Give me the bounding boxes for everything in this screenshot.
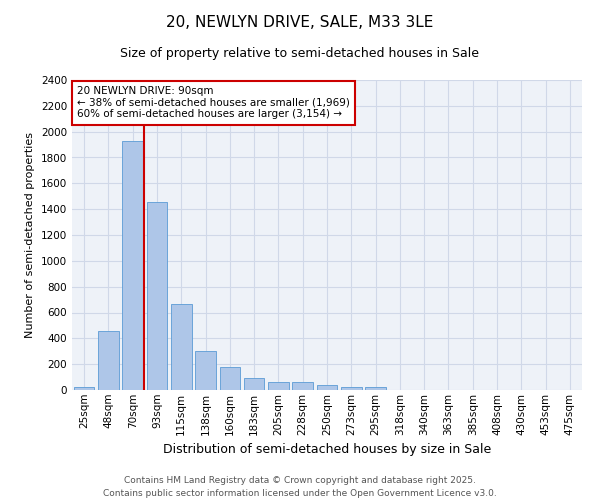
Bar [171,304,191,390]
Bar [98,331,119,390]
Y-axis label: Number of semi-detached properties: Number of semi-detached properties [25,132,35,338]
Bar [146,202,167,390]
Bar [365,388,386,390]
Bar [220,368,240,390]
X-axis label: Distribution of semi-detached houses by size in Sale: Distribution of semi-detached houses by … [163,443,491,456]
Text: 20 NEWLYN DRIVE: 90sqm
← 38% of semi-detached houses are smaller (1,969)
60% of : 20 NEWLYN DRIVE: 90sqm ← 38% of semi-det… [77,86,350,120]
Bar [292,382,313,390]
Bar [195,350,216,390]
Bar [122,140,143,390]
Bar [74,387,94,390]
Bar [317,386,337,390]
Bar [244,378,265,390]
Bar [341,387,362,390]
Text: Contains HM Land Registry data © Crown copyright and database right 2025.
Contai: Contains HM Land Registry data © Crown c… [103,476,497,498]
Text: 20, NEWLYN DRIVE, SALE, M33 3LE: 20, NEWLYN DRIVE, SALE, M33 3LE [166,15,434,30]
Bar [268,382,289,390]
Text: Size of property relative to semi-detached houses in Sale: Size of property relative to semi-detach… [121,48,479,60]
